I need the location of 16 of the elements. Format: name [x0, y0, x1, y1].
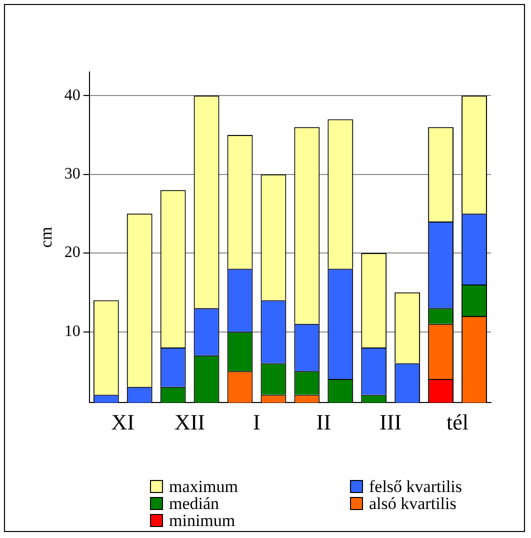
legend-label: alsó kvartilis: [368, 494, 458, 513]
y-axis-title: cm: [36, 226, 56, 248]
x-tick-label: XII: [174, 410, 206, 435]
legend-label: maximum: [168, 477, 239, 496]
x-tick-label: II: [316, 410, 331, 435]
y-tick-label: 20: [64, 244, 80, 262]
y-tick-label: 30: [64, 166, 80, 183]
x-tick-label: III: [380, 410, 402, 435]
legend-label: felső kvartilis: [368, 477, 464, 496]
x-tick-label: I: [253, 410, 260, 435]
x-tick-label: XI: [111, 410, 134, 435]
y-tick-label: 10: [64, 322, 80, 340]
x-tick-label: tél: [446, 410, 468, 435]
y-tick-label: 40: [64, 86, 80, 104]
legend-label: minimum: [168, 511, 236, 530]
legend-label: medián: [168, 494, 220, 513]
